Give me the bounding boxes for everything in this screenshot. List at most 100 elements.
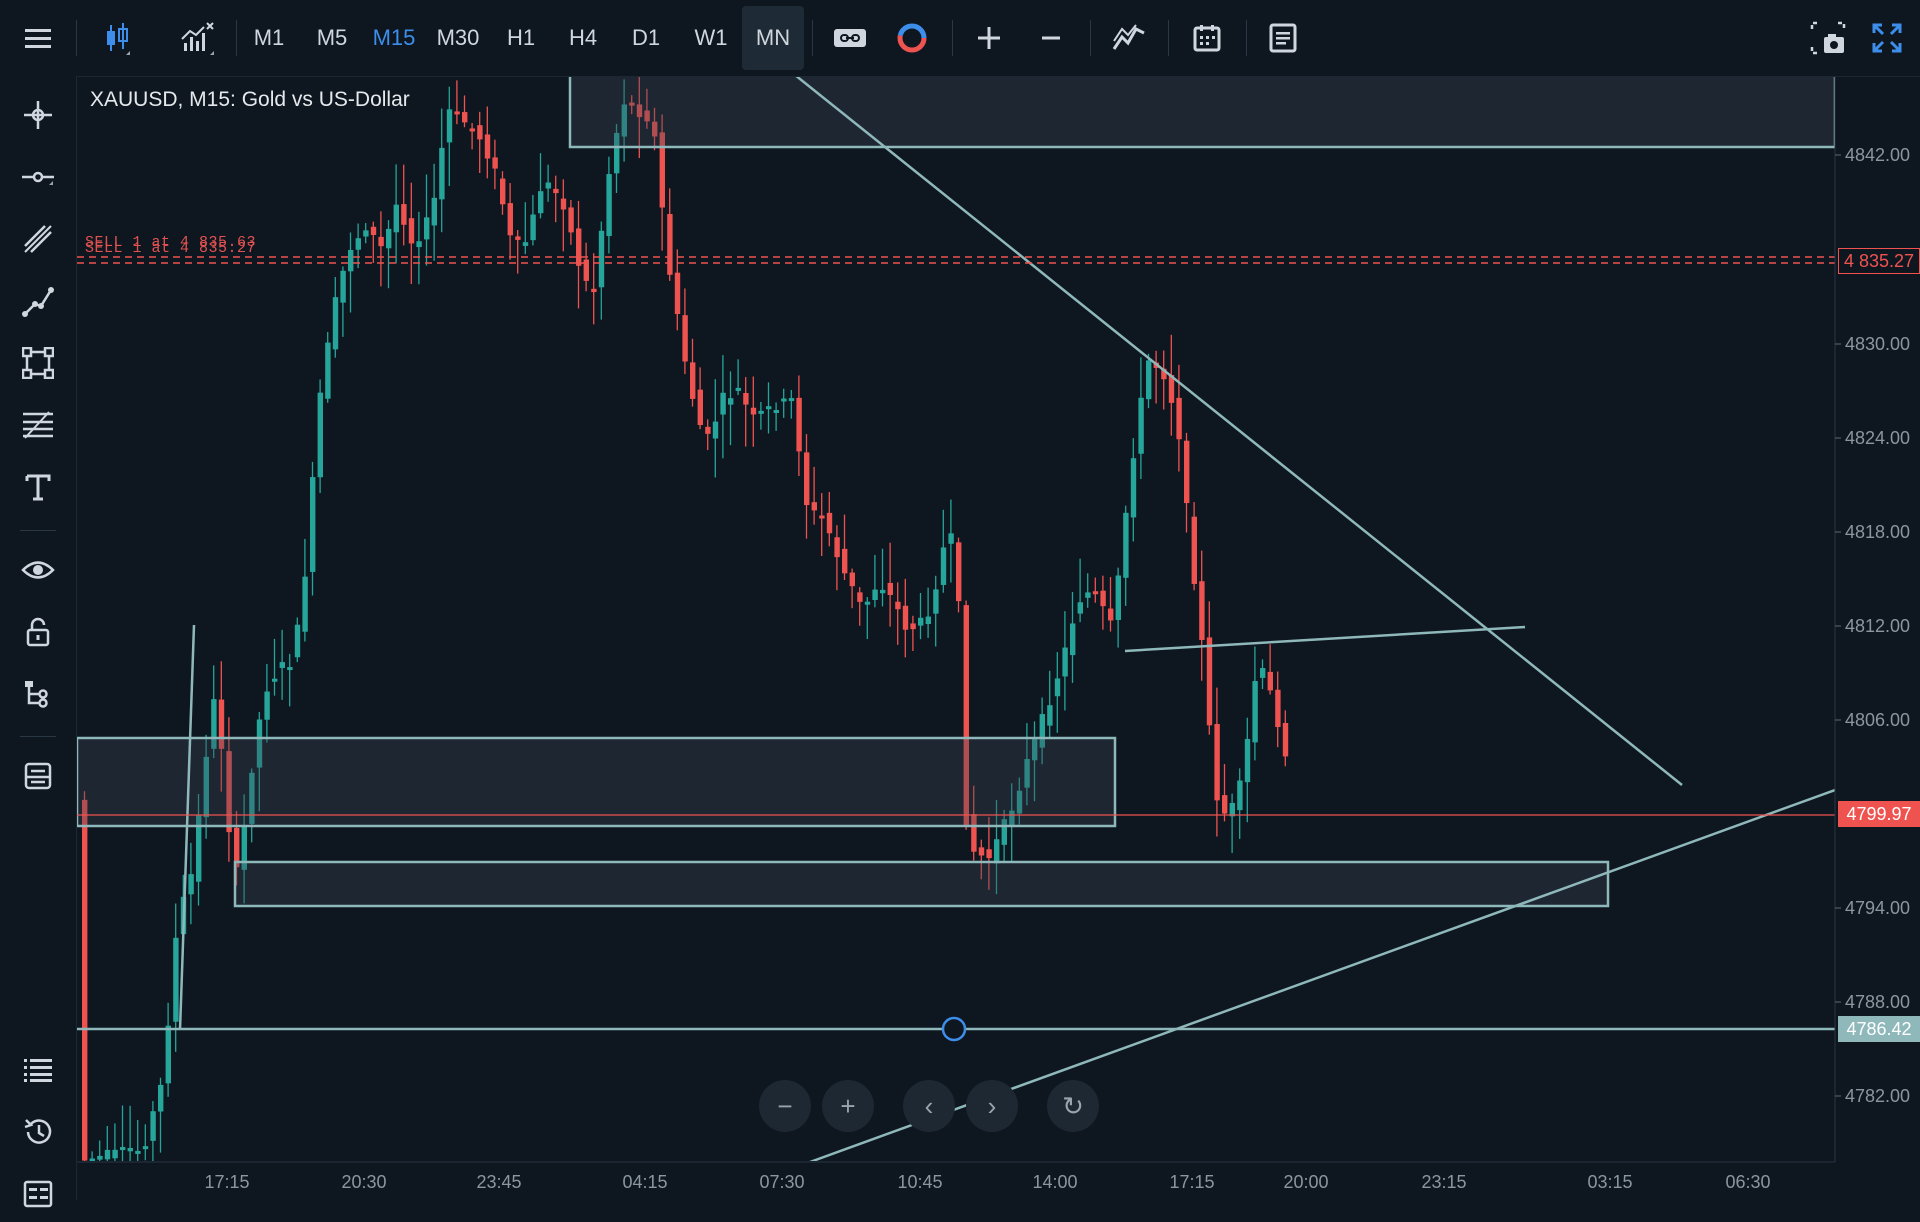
x-axis-label: 23:15 <box>1421 1172 1467 1192</box>
history-icon[interactable] <box>0 1104 76 1160</box>
candle-body <box>332 297 339 350</box>
eye-icon[interactable] <box>0 542 76 598</box>
candle-body <box>363 230 369 237</box>
impulse-line[interactable] <box>178 624 196 1031</box>
trend-lines-icon[interactable] <box>0 211 76 267</box>
add-icon[interactable] <box>964 6 1014 70</box>
candle-body <box>895 601 901 610</box>
candle-body <box>583 259 589 281</box>
object-tree-icon[interactable] <box>0 666 76 722</box>
candle-body <box>1222 795 1228 814</box>
demand-zone-lower[interactable] <box>233 860 1610 908</box>
reset-chart-button[interactable]: ↻ <box>1047 1080 1099 1132</box>
candle-body <box>766 406 772 410</box>
tf-m15[interactable]: M15 <box>372 25 416 50</box>
tf-m5[interactable]: M5 <box>316 25 348 50</box>
text-icon[interactable] <box>0 459 76 515</box>
candle-body <box>652 121 658 137</box>
scroll-right-button[interactable]: › <box>966 1080 1018 1132</box>
candle-body <box>743 393 749 405</box>
candle-body <box>864 601 871 605</box>
candle-body <box>614 132 620 174</box>
candle-body <box>424 217 430 240</box>
tf-d1[interactable]: D1 <box>631 25 661 50</box>
candle-body <box>1032 737 1038 761</box>
tf-h4[interactable]: H4 <box>568 25 598 50</box>
candle-body <box>591 288 597 293</box>
fullscreen-icon[interactable] <box>1862 6 1912 70</box>
polyline-icon[interactable] <box>0 273 76 329</box>
candle-body <box>386 228 392 249</box>
candle-body <box>89 1158 95 1161</box>
candle-body <box>902 605 909 630</box>
candle-body <box>150 1111 156 1141</box>
candle-body <box>492 157 498 169</box>
supply-zone[interactable] <box>568 70 1835 149</box>
candle-body <box>203 756 209 818</box>
tf-w1[interactable]: W1 <box>694 25 728 50</box>
y-axis-label: 4806.00 <box>1845 710 1911 730</box>
symbol-title: XAUUSD, M15: Gold vs US-Dollar <box>90 88 410 111</box>
screenshot-icon[interactable] <box>1800 6 1856 70</box>
chart-type-icon[interactable] <box>826 6 874 70</box>
candle-body <box>1244 738 1251 783</box>
lock-icon[interactable] <box>0 604 76 660</box>
menu-icon[interactable] <box>12 6 64 70</box>
candle-body <box>553 188 559 194</box>
x-axis-label: 10:45 <box>897 1172 943 1192</box>
indicators-icon[interactable] <box>166 6 226 70</box>
zoom-in-button[interactable]: + <box>822 1080 874 1132</box>
remove-icon[interactable] <box>1026 6 1076 70</box>
neckline[interactable] <box>1124 625 1526 653</box>
candle-body <box>1267 671 1273 691</box>
x-axis-label: 06:30 <box>1725 1172 1771 1192</box>
candle-body <box>165 1025 171 1084</box>
candle-body <box>773 409 779 413</box>
candlestick-icon[interactable] <box>92 6 142 70</box>
zoom-out-button[interactable]: − <box>759 1080 811 1132</box>
calendar-icon[interactable] <box>1182 6 1232 70</box>
y-axis-label: 4830.00 <box>1845 334 1911 354</box>
shapes-icon[interactable] <box>0 335 76 391</box>
y-axis-label: 4788.00 <box>1845 992 1911 1012</box>
fibonacci-icon[interactable] <box>0 397 76 453</box>
sell-order-label[interactable]: SELL 1 at 4 835.63 <box>85 234 257 251</box>
tf-h1[interactable]: H1 <box>506 25 536 50</box>
tf-m1[interactable]: M1 <box>253 25 285 50</box>
candle-body <box>1176 397 1182 440</box>
candle-body <box>1115 575 1121 620</box>
compare-icon[interactable] <box>888 6 936 70</box>
ascending-trendline[interactable] <box>809 788 1835 1162</box>
candle-body <box>173 937 179 1022</box>
horizontal-line-icon[interactable] <box>0 149 76 205</box>
candle-body <box>682 315 688 362</box>
tf-mn[interactable]: MN <box>742 6 804 70</box>
descending-trendline[interactable] <box>795 75 1683 786</box>
y-axis-label: 4842.00 <box>1845 145 1911 165</box>
watchlist-icon[interactable] <box>0 1042 76 1098</box>
sell-order-label[interactable]: SELL 1 at 4 835.27 <box>85 240 257 257</box>
crosshair-icon[interactable] <box>0 87 76 143</box>
candle-body <box>705 426 711 434</box>
candle-body <box>393 204 399 233</box>
candle-body <box>880 589 886 594</box>
candle-body <box>910 623 916 630</box>
notes-icon[interactable] <box>1258 6 1308 70</box>
layers-icon[interactable] <box>0 748 76 804</box>
candle-body <box>226 751 232 833</box>
demand-zone-upper[interactable] <box>77 736 1117 828</box>
candle-body <box>872 589 878 601</box>
scroll-left-button[interactable]: ‹ <box>903 1080 955 1132</box>
candle-body <box>598 230 605 288</box>
candle-body <box>606 174 612 237</box>
y-axis-label: 4818.00 <box>1845 522 1911 542</box>
tf-m30[interactable]: M30 <box>436 25 480 50</box>
candle-body <box>933 589 939 614</box>
candle-body <box>294 624 301 658</box>
candle-body <box>1275 689 1281 728</box>
candle-body <box>667 214 673 275</box>
line-handle[interactable] <box>941 1016 967 1042</box>
candle-body <box>918 617 924 626</box>
trend-icon[interactable] <box>1104 6 1154 70</box>
